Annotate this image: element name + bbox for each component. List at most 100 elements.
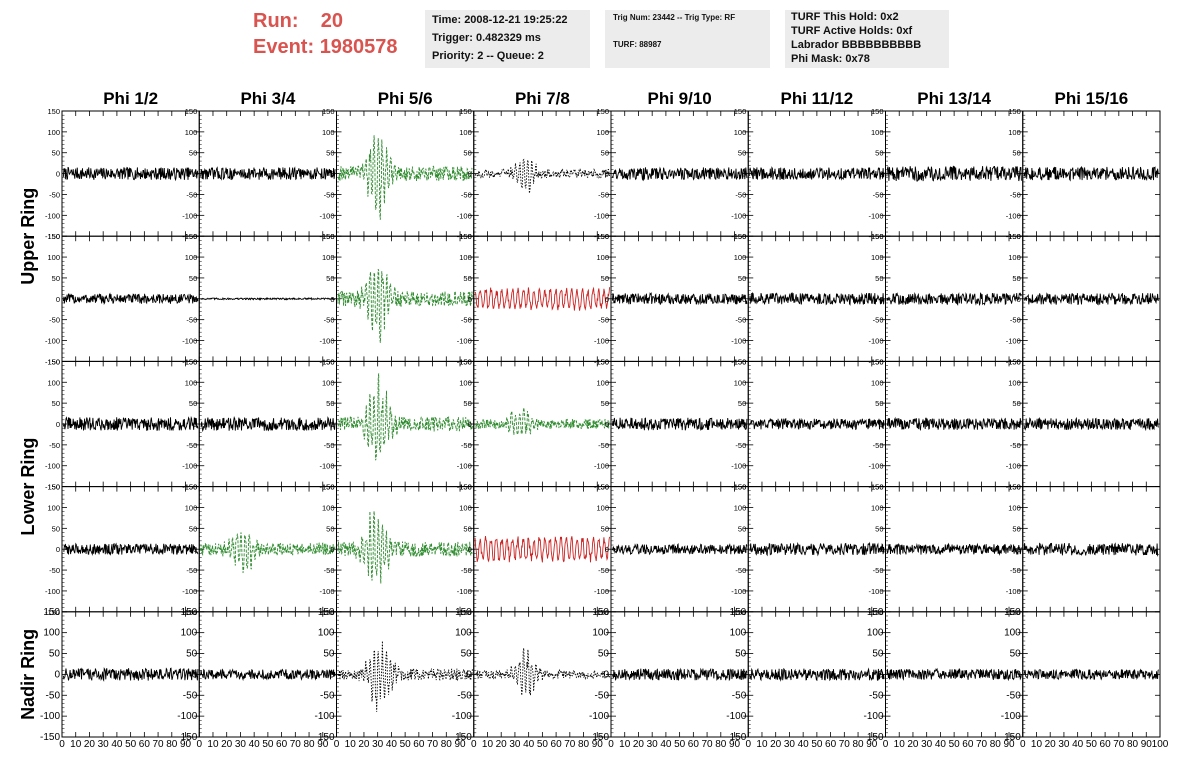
y-tick-label: 50 [601,399,609,408]
y-tick-label: -50 [183,690,198,701]
x-tick-label: 90 [1141,739,1153,750]
y-tick-label: -100 [731,211,746,220]
panel-r2-c7: 150 100 50 0 -50 -100 -150 [868,232,1024,366]
x-tick-label: 0 [334,739,340,750]
y-tick-label: -50 [598,566,609,575]
waveform-trace [749,417,885,431]
y-tick-label: -150 [40,732,60,743]
y-tick-label: -100 [594,211,609,220]
y-tick-label: 100 [596,503,609,512]
y-tick-label: 100 [185,253,198,262]
x-tick-label: 60 [551,739,563,750]
y-tick-label: 100 [734,378,747,387]
y-tick-label: -100 [868,211,883,220]
y-tick-label: -50 [735,316,746,325]
y-tick-label: -50 [735,441,746,450]
turf-text: TURF: 88987 [613,40,662,49]
x-tick-label: 50 [537,739,549,750]
y-tick-label: -50 [1006,690,1021,701]
y-tick-label: -100 [45,211,60,220]
x-tick-label: 50 [125,739,137,750]
y-tick-label: -50 [873,316,884,325]
turf-hold-info: TURF This Hold: 0x2 TURF Active Holds: 0… [785,10,949,68]
x-tick-label: 30 [1058,739,1070,750]
y-tick-label: 150 [871,483,884,492]
y-tick-label: -50 [873,441,884,450]
y-tick-label: 100 [734,503,747,512]
y-tick-label: -150 [868,232,883,241]
y-tick-label: 0 [56,545,60,554]
waveform-trace [337,268,473,343]
y-tick-label: -150 [589,732,609,743]
x-tick-label: 10 [894,739,906,750]
y-tick-label: 50 [326,524,334,533]
y-tick-label: 100 [1008,253,1021,262]
x-tick-label: 80 [166,739,178,750]
y-tick-label: -100 [40,711,60,722]
y-tick-label: 50 [1012,524,1020,533]
y-tick-label: 50 [875,149,883,158]
y-tick-label: -50 [869,690,884,701]
x-tick-label: 70 [427,739,439,750]
x-tick-label: 50 [674,739,686,750]
panel-r4-c5: 150 100 50 0 -50 -100 -150 [594,483,749,617]
y-tick-label: 50 [738,149,746,158]
column-header-3: Phi 5/6 [378,89,433,108]
y-tick-label: 50 [738,399,746,408]
y-tick-label: 50 [326,274,334,283]
x-tick-label: 40 [798,739,810,750]
x-tick-label: 50 [262,739,274,750]
x-tick-label: 70 [976,739,988,750]
y-tick-label: 150 [730,607,747,618]
y-tick-label: 150 [185,107,198,116]
waveform-trace [611,166,748,182]
y-tick-label: 150 [1008,232,1021,241]
x-tick-label: 30 [921,739,933,750]
y-tick-label: 0 [468,545,472,554]
x-tick-label: 60 [688,739,700,750]
x-tick-label: 0 [1020,739,1026,750]
x-tick-label: 70 [702,739,714,750]
panel-r1-c6: 150 100 50 0 -50 -100 -150 [731,107,886,241]
y-tick-label: -100 [868,462,883,471]
x-tick-label: 70 [1113,739,1125,750]
waveform-trace [886,416,1022,431]
y-tick-label: 150 [1004,607,1021,618]
waveform-trace [611,292,748,306]
y-tick-label: 50 [323,649,335,660]
x-tick-label: 30 [235,739,247,750]
x-tick-label: 50 [400,739,412,750]
x-tick-label: 60 [1100,739,1112,750]
y-tick-label: 150 [459,107,472,116]
y-tick-label: -150 [863,732,883,743]
x-tick-label: 20 [496,739,508,750]
y-tick-label: 150 [322,357,335,366]
waveform-trace [886,165,1022,182]
y-tick-label: 50 [738,524,746,533]
y-tick-label: -50 [873,190,884,199]
y-tick-label: -100 [1006,587,1021,596]
y-tick-label: -100 [319,462,334,471]
waveform-trace [62,166,199,182]
run-value: 20 [320,10,344,32]
y-tick-label: 100 [1008,503,1021,512]
y-tick-label: 50 [463,399,471,408]
y-tick-label: -150 [319,608,334,617]
y-tick-label: -150 [457,232,472,241]
y-tick-label: 100 [459,253,472,262]
waveform-trace [1023,416,1159,432]
y-tick-label: -50 [461,190,472,199]
panel-r2-c2: 150 100 50 0 -50 -100 -150 [182,232,337,366]
y-tick-label: 150 [459,483,472,492]
waveform-trace [611,667,748,682]
x-tick-label: 70 [290,739,302,750]
x-tick-label: 0 [59,739,65,750]
y-tick-label: 100 [867,628,884,639]
panel-r2-c6: 150 100 50 0 -50 -100 -150 [731,232,886,366]
waveform-trace [886,291,1022,306]
